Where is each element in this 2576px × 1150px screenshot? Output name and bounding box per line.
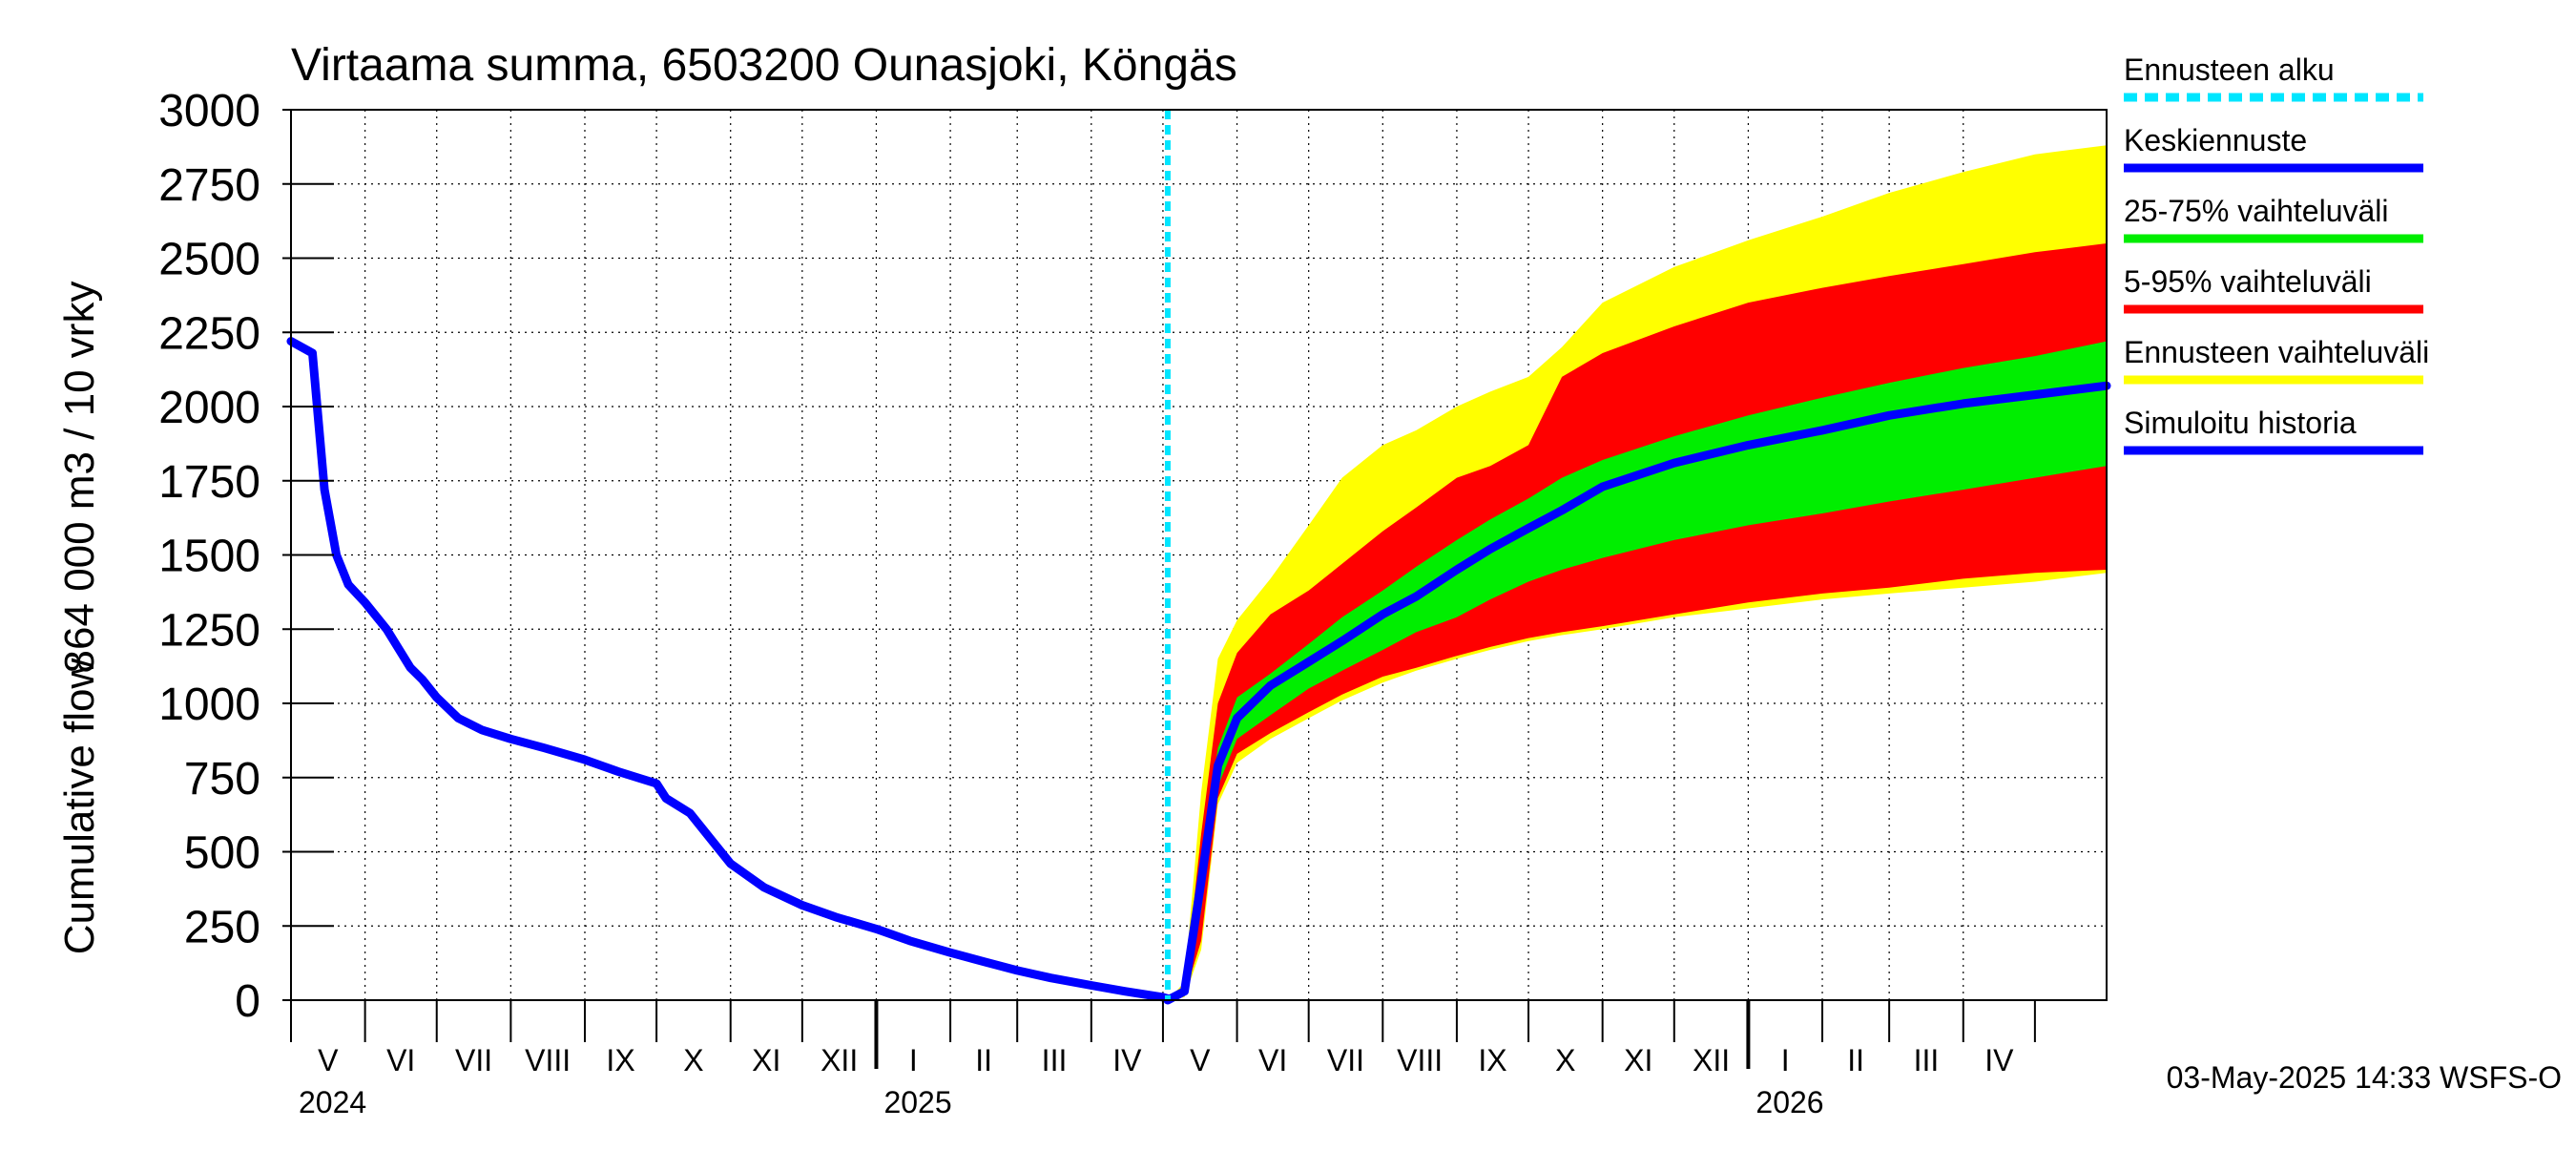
x-year-label: 2025: [883, 1085, 951, 1119]
y-tick-label: 2750: [158, 160, 260, 211]
y-axis: 0 250 500 750 1000 1250 1500 1750 2000 2250 2500 27…: [158, 86, 334, 1027]
x-month-label: IV: [1112, 1043, 1142, 1077]
x-month-label: VII: [455, 1043, 492, 1077]
legend-label: 25-75% vaihteluväli: [2124, 194, 2389, 228]
y-tick-label: 2000: [158, 383, 260, 433]
history-line: [286, 337, 1173, 1003]
legend: Ennusteen alku Keskiennuste 25-75% vaihtel…: [2124, 52, 2429, 455]
x-month-label: VI: [386, 1043, 415, 1077]
x-month-label: VII: [1327, 1043, 1364, 1077]
y-tick-label: 0: [235, 976, 260, 1027]
x-year-label: 2026: [1755, 1085, 1823, 1119]
y-tick-label: 1500: [158, 532, 260, 582]
y-tick-label: 1750: [158, 457, 260, 508]
x-month-label: IX: [606, 1043, 634, 1077]
x-month-label: II: [1847, 1043, 1864, 1077]
x-month-label: I: [909, 1043, 918, 1077]
chart-title: Virtaama summa, 6503200 Ounasjoki, Köngä…: [291, 40, 1237, 91]
y-tick-label: 250: [184, 902, 260, 952]
timestamp-footer: 03-May-2025 14:33 WSFS-O: [2167, 1060, 2562, 1095]
legend-label: Keskiennuste: [2124, 123, 2307, 157]
legend-label: Simuloitu historia: [2124, 406, 2357, 440]
x-month-label: VIII: [525, 1043, 571, 1077]
y-tick-label: 1250: [158, 605, 260, 656]
x-month-label: VIII: [1397, 1043, 1443, 1077]
x-month-label: V: [318, 1043, 339, 1077]
x-month-label: XII: [821, 1043, 858, 1077]
legend-label: Ennusteen alku: [2124, 52, 2335, 87]
x-month-label: III: [1042, 1043, 1068, 1077]
y-tick-label: 500: [184, 828, 260, 879]
x-month-label: IV: [1984, 1043, 2014, 1077]
y-tick-label: 2250: [158, 308, 260, 359]
y-tick-label: 1000: [158, 680, 260, 730]
x-month-label: XI: [1624, 1043, 1652, 1077]
x-month-label: X: [683, 1043, 703, 1077]
x-year-label: 2024: [299, 1085, 366, 1119]
series-lines: [286, 337, 2111, 1005]
y-tick-label: 3000: [158, 86, 260, 136]
y-tick-label: 750: [184, 754, 260, 805]
x-month-label: XI: [752, 1043, 780, 1077]
x-month-label: IX: [1478, 1043, 1506, 1077]
x-axis: V VI VII VIII IX X XI XII I II III IV V VI VII VIII IX X X…: [290, 1000, 2036, 1119]
legend-label: Ennusteen vaihteluväli: [2124, 335, 2429, 369]
x-month-label: III: [1914, 1043, 1940, 1077]
x-month-label: V: [1190, 1043, 1211, 1077]
x-month-label: X: [1555, 1043, 1575, 1077]
y-axis-label-unit: 864 000 m3 / 10 vrky: [56, 282, 103, 674]
x-month-label: VI: [1258, 1043, 1287, 1077]
legend-label: 5-95% vaihteluväli: [2124, 264, 2372, 299]
x-month-label: XII: [1693, 1043, 1730, 1077]
median-forecast-line: [1163, 381, 2111, 1005]
y-tick-label: 2500: [158, 235, 260, 285]
x-month-label: I: [1781, 1043, 1790, 1077]
y-axis-label-name: Cumulative flow: [56, 659, 103, 955]
x-month-label: II: [975, 1043, 992, 1077]
